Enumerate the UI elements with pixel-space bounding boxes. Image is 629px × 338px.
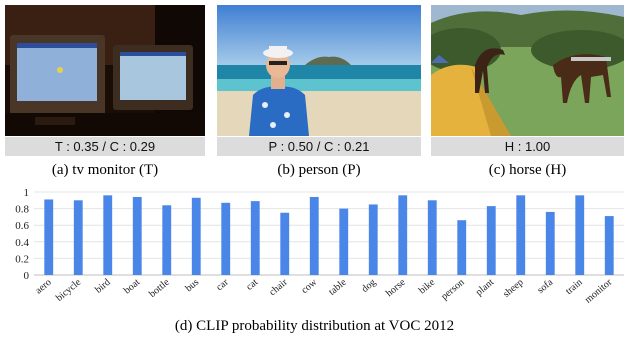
x-tick-label-aero: aero [33, 277, 53, 296]
bar-person [457, 220, 467, 275]
person-photo [217, 5, 421, 136]
bar-car [221, 202, 231, 275]
chart-gridlines [34, 191, 624, 276]
figure-caption: (d) CLIP probability distribution at VOC… [174, 318, 455, 334]
bar-boat [132, 196, 142, 275]
y-tick-label: 0.6 [15, 220, 29, 232]
bar-cow [309, 196, 319, 275]
x-tick-label-cow: cow [299, 276, 319, 296]
tv-monitor-score: T : 0.35 / C : 0.29 [5, 137, 205, 156]
bar-chair [280, 212, 290, 275]
bar-horse [398, 195, 408, 275]
bar-bike [427, 200, 437, 275]
bar-cat [250, 201, 260, 275]
x-tick-label-chair: chair [267, 276, 290, 298]
x-tick-label-bird: bird [93, 277, 112, 296]
bar-bicycle [73, 200, 83, 275]
y-tick-label: 0 [24, 270, 30, 282]
person-caption: (b) person (P) [277, 162, 361, 178]
chart-bars [44, 195, 614, 275]
x-tick-label-sofa: sofa [535, 277, 555, 296]
clip-probability-chart: 0 0.2 0.4 0.6 0.8 1 aero bicycle bird boat bottle… [15, 187, 624, 306]
tv-monitor-caption: (a) tv monitor (T) [51, 162, 159, 178]
horse-score: H : 1.00 [431, 137, 624, 156]
bar-bottle [162, 205, 172, 275]
chart-y-tick-labels: 0 0.2 0.4 0.6 0.8 1 [15, 187, 29, 282]
bar-sheep [516, 195, 526, 275]
x-tick-label-bicycle: bicycle [54, 277, 84, 304]
horse-photo [431, 5, 624, 136]
bar-monitor [604, 216, 614, 275]
chart-x-tick-labels: aero bicycle bird boat bottle bus car cat chair c… [33, 276, 614, 305]
bar-plant [486, 206, 496, 275]
person-illustration [217, 5, 421, 136]
horse-illustration [431, 5, 624, 136]
y-tick-label: 0.8 [15, 204, 29, 216]
x-tick-label-car: car [214, 276, 231, 293]
bar-train [575, 195, 585, 275]
bar-table [339, 208, 349, 275]
tv-monitor-illustration [5, 5, 205, 136]
x-tick-label-train: train [564, 277, 585, 297]
y-tick-label: 0.2 [15, 253, 29, 265]
person-score: P : 0.50 / C : 0.21 [217, 137, 421, 156]
x-tick-label-monitor: monitor [583, 276, 615, 305]
x-tick-label-plant: plant [474, 277, 497, 298]
x-tick-label-sheep: sheep [501, 277, 526, 300]
x-tick-label-bike: bike [417, 277, 438, 297]
y-tick-label: 0.4 [15, 237, 29, 249]
x-tick-label-horse: horse [384, 277, 408, 300]
x-tick-label-table: table [327, 277, 349, 298]
tv-monitor-photo [5, 5, 205, 136]
bar-bird [103, 195, 113, 275]
horse-caption: (c) horse (H) [488, 162, 567, 178]
x-tick-label-person: person [439, 277, 467, 303]
x-tick-label-boat: boat [122, 277, 142, 297]
x-tick-label-cat: cat [244, 277, 260, 293]
x-tick-label-bus: bus [183, 277, 201, 294]
bar-bus [191, 197, 201, 275]
bar-aero [44, 199, 54, 275]
y-tick-label: 1 [24, 187, 30, 199]
x-tick-label-bottle: bottle [147, 277, 172, 300]
bar-dog [368, 204, 378, 275]
x-tick-label-dog: dog [360, 277, 379, 295]
bar-sofa [545, 211, 555, 275]
